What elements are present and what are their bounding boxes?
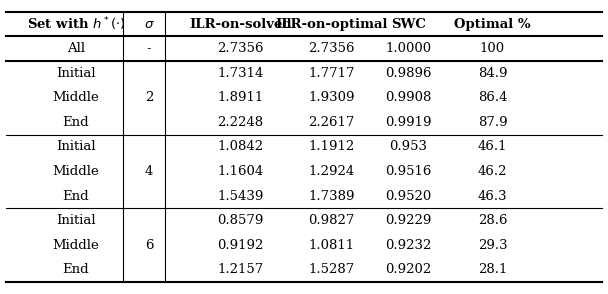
Text: 1.2924: 1.2924 [308,165,354,178]
Text: ILR-on-optimal: ILR-on-optimal [275,18,388,31]
Text: 1.7717: 1.7717 [308,67,354,80]
Text: Optimal %: Optimal % [454,18,531,31]
Text: 2.2248: 2.2248 [217,116,263,129]
Text: 28.6: 28.6 [478,214,507,227]
Text: All: All [67,42,85,55]
Text: ILR-on-solved: ILR-on-solved [189,18,291,31]
Text: 1.0842: 1.0842 [217,141,263,153]
Text: SWC: SWC [391,18,426,31]
Text: 2.7356: 2.7356 [217,42,263,55]
Text: 46.2: 46.2 [478,165,507,178]
Text: 1.7314: 1.7314 [217,67,263,80]
Text: End: End [63,263,89,276]
Text: 1.0811: 1.0811 [308,239,354,252]
Text: Middle: Middle [53,165,99,178]
Text: -: - [147,42,151,55]
Text: 2.7356: 2.7356 [308,42,354,55]
Text: 0.9896: 0.9896 [385,67,432,80]
Text: 2.2617: 2.2617 [308,116,354,129]
Text: 0.9827: 0.9827 [308,214,354,227]
Text: 0.9908: 0.9908 [385,91,432,104]
Text: 1.1912: 1.1912 [308,141,354,153]
Text: Initial: Initial [56,141,96,153]
Text: 0.9520: 0.9520 [385,190,432,203]
Text: 84.9: 84.9 [478,67,507,80]
Text: 1.9309: 1.9309 [308,91,354,104]
Text: 6: 6 [145,239,153,252]
Text: Middle: Middle [53,91,99,104]
Text: End: End [63,116,89,129]
Text: 28.1: 28.1 [478,263,507,276]
Text: 100: 100 [480,42,505,55]
Text: Middle: Middle [53,239,99,252]
Text: 4: 4 [145,165,153,178]
Text: 0.8579: 0.8579 [217,214,263,227]
Text: 0.953: 0.953 [390,141,427,153]
Text: 1.5439: 1.5439 [217,190,263,203]
Text: $\sigma$: $\sigma$ [143,18,154,31]
Text: 0.9919: 0.9919 [385,116,432,129]
Text: 1.5287: 1.5287 [308,263,354,276]
Text: 0.9516: 0.9516 [385,165,432,178]
Text: 87.9: 87.9 [478,116,507,129]
Text: 86.4: 86.4 [478,91,507,104]
Text: Set with $h^*(\cdot)$: Set with $h^*(\cdot)$ [27,15,125,33]
Text: 2: 2 [145,91,153,104]
Text: 46.3: 46.3 [478,190,507,203]
Text: 0.9232: 0.9232 [385,239,432,252]
Text: Initial: Initial [56,67,96,80]
Text: 0.9229: 0.9229 [385,214,432,227]
Text: 29.3: 29.3 [478,239,507,252]
Text: End: End [63,190,89,203]
Text: 1.0000: 1.0000 [385,42,432,55]
Text: 1.8911: 1.8911 [217,91,263,104]
Text: 1.7389: 1.7389 [308,190,354,203]
Text: 0.9192: 0.9192 [217,239,263,252]
Text: 1.1604: 1.1604 [217,165,263,178]
Text: Initial: Initial [56,214,96,227]
Text: 46.1: 46.1 [478,141,507,153]
Text: 1.2157: 1.2157 [217,263,263,276]
Text: 0.9202: 0.9202 [385,263,432,276]
